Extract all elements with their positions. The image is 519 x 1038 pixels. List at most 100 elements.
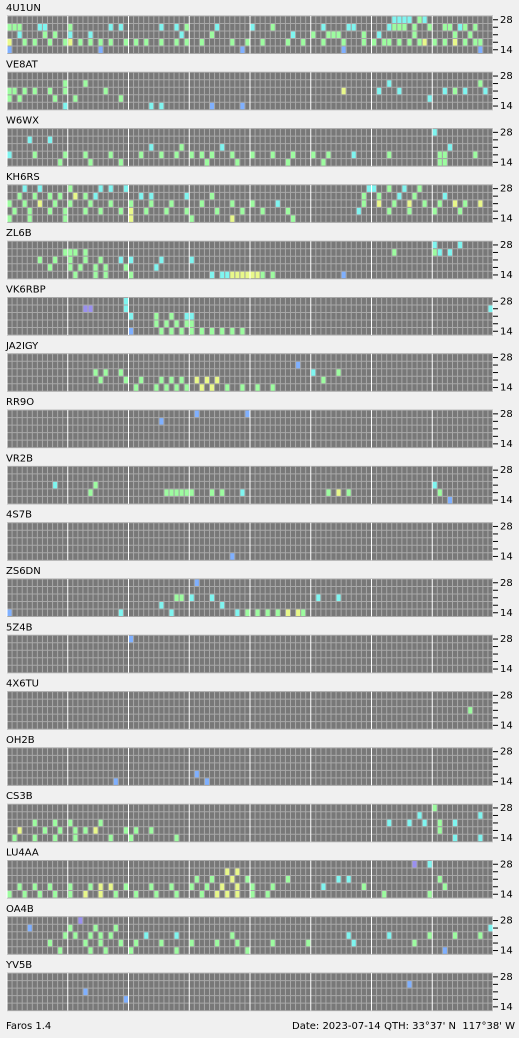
signal-cell (113, 891, 118, 898)
signal-cell (174, 489, 179, 496)
signal-cell (68, 31, 73, 38)
signal-cell (397, 39, 402, 46)
signal-cell (123, 298, 128, 305)
signal-cell (17, 827, 22, 834)
signal-cell (88, 159, 93, 166)
signal-cell (118, 207, 123, 215)
signal-cell (194, 376, 199, 384)
signal-cell (88, 883, 93, 890)
beacon-call: 5Z4B (6, 622, 33, 633)
signal-cell (341, 46, 346, 53)
signal-cell (98, 46, 103, 53)
band-label: 28 (500, 916, 513, 927)
grid-lines (7, 128, 493, 167)
signal-cell (184, 313, 189, 320)
signal-cell (442, 883, 447, 890)
signal-cell (37, 24, 42, 31)
signal-cell (73, 932, 78, 939)
signal-cell (432, 241, 437, 249)
beacon-call: ZL6B (6, 228, 32, 239)
signal-cell (250, 24, 255, 31)
signal-cell (123, 305, 128, 312)
signal-cell (361, 200, 366, 207)
signal-cell (255, 271, 260, 279)
signal-cell (73, 834, 78, 842)
grid-lines (7, 465, 493, 505)
signal-cell (422, 200, 427, 207)
signal-cell (240, 46, 245, 53)
signal-cell (63, 102, 68, 110)
signal-cell (458, 24, 463, 31)
signal-cell (93, 369, 98, 376)
beacon-call: OA4B (6, 904, 34, 915)
signal-cell (235, 891, 240, 898)
beacon-call: 4S7B (6, 510, 32, 521)
signal-cell (68, 256, 73, 264)
signal-cell (37, 891, 42, 898)
signal-cell (341, 87, 346, 95)
signal-cell (210, 31, 215, 38)
signal-cell (139, 192, 144, 200)
signal-cell (118, 159, 123, 166)
signal-cell (250, 200, 255, 207)
signal-cell (159, 256, 164, 264)
signal-cell (7, 39, 12, 46)
signal-cell (68, 924, 73, 932)
signal-cell (407, 207, 412, 215)
signal-cell (32, 87, 37, 95)
signal-cell (210, 271, 215, 279)
signal-cell (285, 207, 290, 215)
signal-cell (220, 328, 225, 335)
signal-cell (174, 24, 179, 31)
qth: QTH: 33°37' N 117°38' W (384, 1021, 515, 1032)
signal-cell (53, 200, 58, 207)
signal-cell (154, 384, 159, 391)
band-label: 14 (500, 551, 513, 562)
signal-cell (159, 24, 164, 31)
signal-cell (159, 151, 164, 159)
signal-cell (265, 609, 270, 616)
signal-cell (63, 151, 68, 159)
signal-cell (108, 151, 113, 159)
signal-cell (215, 207, 220, 215)
signal-cell (12, 87, 17, 95)
signal-cell (250, 151, 255, 159)
signal-cell (154, 313, 159, 320)
signal-cell (32, 883, 37, 890)
band-label: 28 (500, 353, 513, 364)
signal-cell (68, 249, 73, 256)
signal-cell (169, 376, 174, 384)
band-label: 14 (500, 664, 513, 675)
signal-cell (174, 320, 179, 327)
signal-cell (442, 159, 447, 166)
grid-lines (7, 409, 493, 449)
signal-cell (7, 609, 12, 616)
signal-cell (225, 868, 230, 875)
signal-cell (88, 31, 93, 38)
signal-cell (442, 39, 447, 46)
signal-cell (245, 39, 250, 46)
signal-cell (245, 609, 250, 616)
signal-cell (78, 264, 83, 271)
signal-cell (103, 271, 108, 279)
signal-cell (129, 256, 134, 264)
signal-cell (108, 883, 113, 890)
signal-cell (437, 249, 442, 256)
signal-cell (93, 192, 98, 200)
signal-cell (68, 185, 73, 192)
signal-cell (377, 31, 382, 38)
signal-cell (321, 376, 326, 384)
signal-cell (397, 192, 402, 200)
signal-cell (432, 39, 437, 46)
signal-cell (478, 46, 483, 53)
signal-cell (27, 215, 32, 222)
band-label: 28 (500, 634, 513, 645)
signal-cell (245, 947, 250, 954)
signal-cell (215, 24, 220, 31)
band-label: 28 (500, 521, 513, 532)
signal-cell (372, 39, 377, 46)
signal-cell (270, 271, 275, 279)
band-label: 28 (500, 15, 513, 26)
signal-cell (235, 939, 240, 947)
signal-cell (53, 891, 58, 898)
